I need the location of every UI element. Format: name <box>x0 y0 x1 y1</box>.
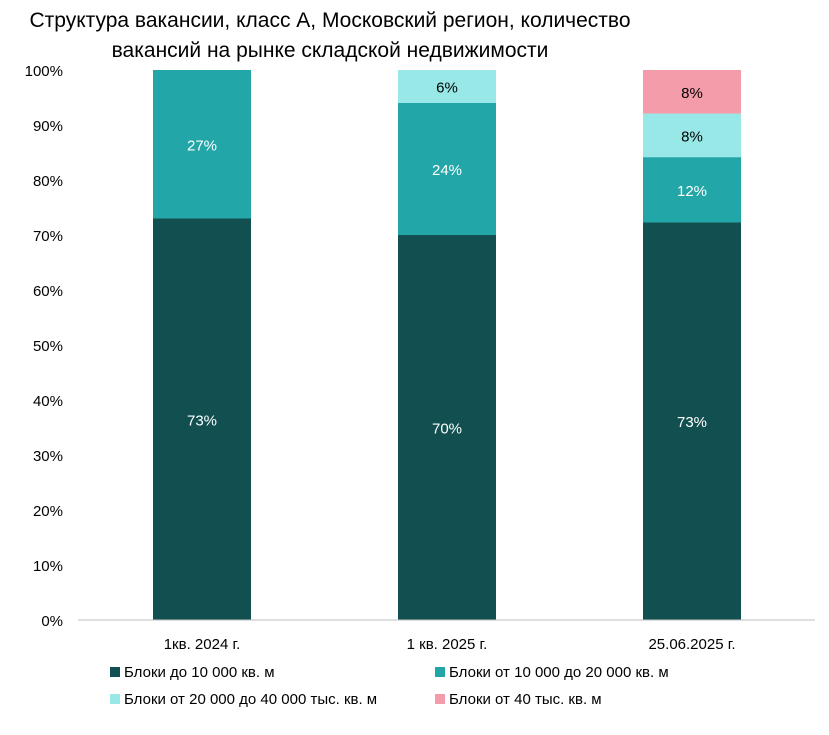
y-tick-label: 100% <box>25 63 63 80</box>
chart-title-line-2: вакансий на рынке складской недвижимости <box>112 39 549 62</box>
legend-swatch <box>435 694 445 704</box>
bar-segment <box>398 70 496 103</box>
bar-segment <box>643 222 741 620</box>
legend-label: Блоки от 20 000 до 40 000 тыс. кв. м <box>124 691 377 708</box>
y-tick-label: 90% <box>33 118 63 135</box>
y-tick-label: 70% <box>33 228 63 245</box>
x-tick-label: 1кв. 2024 г. <box>164 636 241 653</box>
data-label: 70% <box>432 421 462 438</box>
legend-swatch <box>110 694 120 704</box>
bar-segment <box>153 218 251 620</box>
y-tick-label: 10% <box>33 558 63 575</box>
bar-segment <box>398 235 496 620</box>
chart-title-line-1: Структура вакансии, класс А, Московский … <box>29 9 630 32</box>
legend-label: Блоки от 10 000 до 20 000 кв. м <box>449 664 669 681</box>
legend-swatch <box>110 667 120 677</box>
y-tick-label: 60% <box>33 283 63 300</box>
data-label: 8% <box>681 85 703 102</box>
legend-swatch <box>435 667 445 677</box>
bar-segment <box>643 70 741 114</box>
data-label: 73% <box>677 414 707 431</box>
y-tick-label: 80% <box>33 173 63 190</box>
x-tick-label: 25.06.2025 г. <box>648 636 735 653</box>
y-tick-label: 0% <box>41 613 63 630</box>
bar-segment <box>153 70 251 219</box>
legend-label: Блоки от 40 тыс. кв. м <box>449 691 602 708</box>
data-label: 27% <box>187 137 217 154</box>
bar-segment <box>398 103 496 235</box>
y-tick-label: 30% <box>33 448 63 465</box>
data-label: 12% <box>677 183 707 200</box>
y-tick-label: 20% <box>33 503 63 520</box>
bar-segment <box>643 157 741 223</box>
bar-segment <box>643 113 741 158</box>
x-tick-label: 1 кв. 2025 г. <box>407 636 488 653</box>
data-label: 8% <box>681 128 703 145</box>
data-label: 73% <box>187 412 217 429</box>
y-tick-label: 40% <box>33 393 63 410</box>
y-tick-label: 50% <box>33 338 63 355</box>
data-label: 24% <box>432 162 462 179</box>
legend-label: Блоки до 10 000 кв. м <box>124 664 275 681</box>
data-label: 6% <box>436 80 458 97</box>
